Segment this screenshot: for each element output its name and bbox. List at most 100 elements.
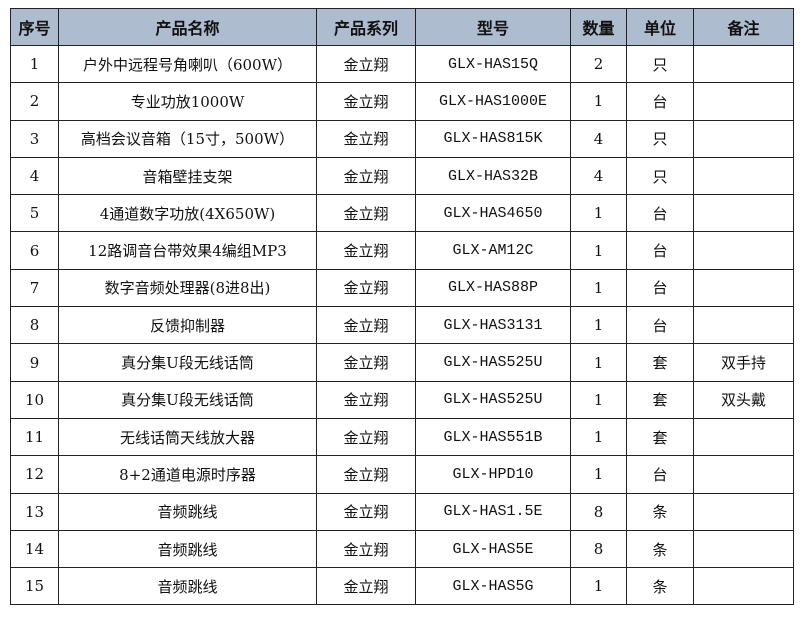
cell-quantity: 8 (570, 492, 627, 531)
cell-product-name: 无线话筒天线放大器 (58, 417, 317, 457)
cell-quantity: 1 (570, 567, 627, 606)
cell-series: 金立翔 (316, 44, 416, 84)
cell-quantity: 1 (570, 455, 627, 494)
cell-series: 金立翔 (316, 417, 416, 457)
cell-product-name: 音频跳线 (58, 529, 317, 569)
cell-index: 1 (10, 44, 59, 84)
cell-quantity: 1 (570, 343, 627, 382)
cell-remark (693, 82, 794, 121)
cell-remark (693, 306, 794, 345)
cell-series: 金立翔 (316, 119, 416, 158)
cell-quantity: 1 (570, 380, 627, 419)
cell-index: 8 (10, 306, 59, 345)
cell-series: 金立翔 (316, 194, 416, 233)
cell-model: GLX-HAS815K (415, 119, 571, 158)
table-row: 4 音箱壁挂支架 金立翔 GLX-HAS32B 4 只 (10, 156, 794, 196)
table-row: 10 真分集U段无线话筒 金立翔 GLX-HAS525U 1 套双头戴 (10, 380, 794, 419)
cell-series: 金立翔 (316, 492, 416, 531)
cell-product-name: 反馈抑制器 (58, 306, 317, 345)
header-quantity: 数量 (570, 8, 627, 46)
cell-series: 金立翔 (316, 156, 416, 196)
cell-unit: 台 (626, 268, 694, 308)
cell-index: 4 (10, 156, 59, 196)
cell-series: 金立翔 (316, 380, 416, 419)
cell-product-name: 8+2通道电源时序器 (58, 455, 317, 494)
cell-quantity: 8 (570, 529, 627, 569)
cell-remark (693, 455, 794, 494)
header-product-name: 产品名称 (58, 8, 317, 46)
cell-series: 金立翔 (316, 268, 416, 308)
table-row: 14 音频跳线 金立翔 GLX-HAS5E 8 条 (10, 529, 794, 569)
cell-series: 金立翔 (316, 567, 416, 606)
cell-unit: 台 (626, 455, 694, 494)
table-row: 1 户外中远程号角喇叭（600W） 金立翔 GLX-HAS15Q 2 只 (10, 44, 794, 84)
cell-model: GLX-HAS1000E (415, 82, 571, 121)
cell-product-name: 音箱壁挂支架 (58, 156, 317, 196)
cell-remark (693, 231, 794, 270)
cell-index: 10 (10, 380, 59, 419)
cell-remark (693, 529, 794, 569)
cell-remark (693, 417, 794, 457)
table-row: 9 真分集U段无线话筒 金立翔 GLX-HAS525U 1 套双手持 (10, 343, 794, 382)
cell-model: GLX-HAS525U (415, 380, 571, 419)
cell-index: 11 (10, 417, 59, 457)
header-model: 型号 (415, 8, 571, 46)
header-row: 序号 产品名称 产品系列 型号 数量 单位 备注 (10, 8, 794, 46)
cell-remark (693, 268, 794, 308)
cell-model: GLX-HPD10 (415, 455, 571, 494)
cell-quantity: 4 (570, 119, 627, 158)
cell-unit: 条 (626, 567, 694, 606)
cell-unit: 条 (626, 529, 694, 569)
table-row: 3 高档会议音箱（15寸，500W） 金立翔 GLX-HAS815K 4 只 (10, 119, 794, 158)
cell-series: 金立翔 (316, 455, 416, 494)
cell-model: GLX-AM12C (415, 231, 571, 270)
cell-unit: 条 (626, 492, 694, 531)
cell-quantity: 1 (570, 417, 627, 457)
cell-product-name: 高档会议音箱（15寸，500W） (58, 119, 317, 158)
cell-unit: 套 (626, 343, 694, 382)
cell-index: 2 (10, 82, 59, 121)
product-table: 序号 产品名称 产品系列 型号 数量 单位 备注 1 户外中远程号角喇叭（600W） 金立翔 GL… (10, 8, 794, 606)
cell-product-name: 专业功放1000W (58, 82, 317, 121)
cell-index: 9 (10, 343, 59, 382)
table-row: 12 8+2通道电源时序器 金立翔 GLX-HPD10 1 台 (10, 455, 794, 494)
cell-model: GLX-HAS551B (415, 417, 571, 457)
cell-remark (693, 194, 794, 233)
cell-product-name: 数字音频处理器(8进8出) (58, 268, 317, 308)
cell-remark (693, 44, 794, 84)
table-row: 15 音频跳线 金立翔 GLX-HAS5G 1 条 (10, 567, 794, 606)
cell-index: 3 (10, 119, 59, 158)
cell-series: 金立翔 (316, 529, 416, 569)
table-row: 8 反馈抑制器 金立翔 GLX-HAS3131 1 台 (10, 306, 794, 345)
cell-quantity: 1 (570, 82, 627, 121)
cell-remark (693, 119, 794, 158)
cell-model: GLX-HAS5E (415, 529, 571, 569)
cell-remark (693, 156, 794, 196)
cell-model: GLX-HAS32B (415, 156, 571, 196)
cell-quantity: 1 (570, 306, 627, 345)
cell-product-name: 真分集U段无线话筒 (58, 380, 317, 419)
cell-series: 金立翔 (316, 306, 416, 345)
cell-index: 5 (10, 194, 59, 233)
cell-unit: 台 (626, 306, 694, 345)
cell-quantity: 4 (570, 156, 627, 196)
cell-remark (693, 492, 794, 531)
cell-index: 13 (10, 492, 59, 531)
cell-product-name: 音频跳线 (58, 492, 317, 531)
cell-remark: 双头戴 (693, 380, 794, 419)
cell-product-name: 4通道数字功放(4X650W) (58, 194, 317, 233)
cell-quantity: 1 (570, 194, 627, 233)
cell-product-name: 音频跳线 (58, 567, 317, 606)
table-row: 7 数字音频处理器(8进8出) 金立翔 GLX-HAS88P 1 台 (10, 268, 794, 308)
cell-model: GLX-HAS4650 (415, 194, 571, 233)
table-row: 6 12路调音台带效果4编组MP3 金立翔 GLX-AM12C 1 台 (10, 231, 794, 270)
cell-product-name: 12路调音台带效果4编组MP3 (58, 231, 317, 270)
cell-model: GLX-HAS525U (415, 343, 571, 382)
header-series: 产品系列 (316, 8, 416, 46)
cell-unit: 套 (626, 417, 694, 457)
cell-model: GLX-HAS88P (415, 268, 571, 308)
cell-unit: 台 (626, 82, 694, 121)
cell-remark (693, 567, 794, 606)
header-remark: 备注 (693, 8, 794, 46)
cell-index: 15 (10, 567, 59, 606)
